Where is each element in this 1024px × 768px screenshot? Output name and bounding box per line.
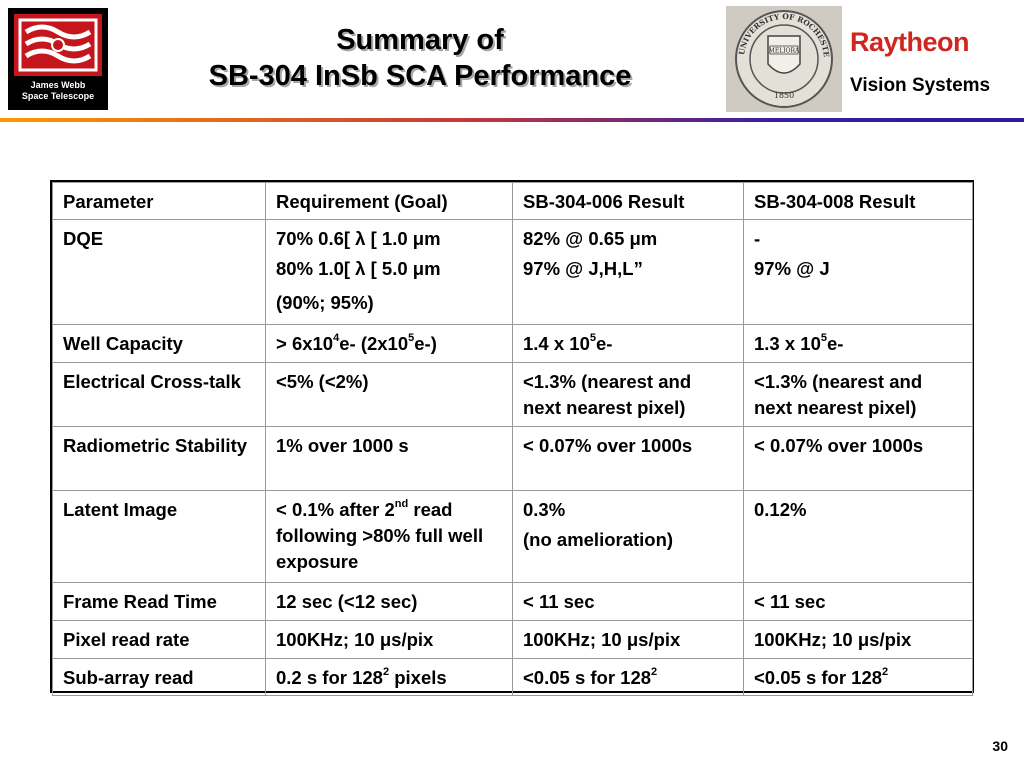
page-number: 30 — [992, 738, 1008, 754]
cell-result-006: 100KHz; 10 μs/pix — [512, 620, 744, 659]
company-logo: Raytheon — [850, 27, 970, 57]
cell-requirement: > 6x104e- (2x105e-) — [265, 324, 513, 363]
cell-line: 97% @ J — [754, 258, 830, 279]
table-row: Latent Image < 0.1% after 2nd read follo… — [52, 490, 973, 583]
cell-exponent: 2 — [651, 665, 658, 678]
cell-text: e- — [827, 333, 844, 354]
cell-exponent: 2 — [382, 665, 390, 678]
cell-result-008: 1.3 x 105e- — [743, 324, 973, 363]
cell-text: 1.4 x 10 — [523, 333, 590, 354]
page-title: Summary of SB-304 InSb SCA Performance — [150, 22, 690, 94]
cell-line: (no amelioration) — [523, 529, 674, 550]
header-sb304-008: SB-304-008 Result — [743, 182, 973, 220]
cell-requirement: 0.2 s for 1282 pixels — [265, 658, 513, 696]
table-row: Radiometric Stability 1% over 1000 s < 0… — [52, 426, 973, 491]
cell-line: 82% @ 0.65 μm — [523, 228, 658, 249]
cell-requirement: <5% (<2%) — [265, 362, 513, 427]
seal-motto: MELIORA — [769, 48, 800, 55]
table-header-row: Parameter Requirement (Goal) SB-304-006 … — [52, 182, 973, 220]
cell-superscript: nd — [394, 497, 409, 510]
cell-parameter: Frame Read Time — [52, 582, 266, 621]
cell-parameter: Well Capacity — [52, 324, 266, 363]
university-seal: UNIVERSITY OF ROCHESTER MELIORA 1850 — [726, 6, 842, 112]
cell-text: <0.05 s for 128 — [754, 667, 883, 688]
cell-line: (90%; 95%) — [276, 292, 374, 313]
cell-result-006: 1.4 x 105e- — [512, 324, 744, 363]
cell-requirement: 100KHz; 10 μs/pix — [265, 620, 513, 659]
title-line2: SB-304 InSb SCA Performance — [208, 60, 632, 92]
cell-exponent: 5 — [589, 331, 596, 344]
cell-requirement: < 0.1% after 2nd read following >80% ful… — [265, 490, 513, 583]
performance-table: Parameter Requirement (Goal) SB-304-006 … — [50, 180, 974, 696]
title-line1: Summary of — [336, 24, 504, 56]
cell-line: 80% 1.0[ λ [ 5.0 μm — [276, 258, 441, 279]
cell-result-008: 100KHz; 10 μs/pix — [743, 620, 973, 659]
table-row: DQE 70% 0.6[ λ [ 1.0 μm 80% 1.0[ λ [ 5.0… — [52, 219, 973, 325]
cell-result-006: <1.3% (nearest and next nearest pixel) — [512, 362, 744, 427]
cell-requirement: 12 sec (<12 sec) — [265, 582, 513, 621]
table-row: Sub-array read 0.2 s for 1282 pixels <0.… — [52, 658, 973, 696]
header-requirement: Requirement (Goal) — [265, 182, 513, 220]
cell-exponent: 5 — [820, 331, 827, 344]
cell-text: <0.05 s for 128 — [523, 667, 652, 688]
cell-parameter: DQE — [52, 219, 266, 325]
cell-result-006: <0.05 s for 1282 — [512, 658, 744, 696]
table-row: Electrical Cross-talk <5% (<2%) <1.3% (n… — [52, 362, 973, 427]
cell-result-006: 0.3% (no amelioration) — [512, 490, 744, 583]
cell-requirement: 1% over 1000 s — [265, 426, 513, 491]
cell-result-006: < 0.07% over 1000s — [512, 426, 744, 491]
cell-parameter: Sub-array read — [52, 658, 266, 696]
header-divider — [0, 118, 1024, 122]
jwst-emblem-icon — [14, 14, 102, 76]
cell-parameter: Electrical Cross-talk — [52, 362, 266, 427]
table-row: Well Capacity > 6x104e- (2x105e-) 1.4 x … — [52, 324, 973, 363]
cell-result-008: - 97% @ J — [743, 219, 973, 325]
cell-requirement: 70% 0.6[ λ [ 1.0 μm 80% 1.0[ λ [ 5.0 μm … — [265, 219, 513, 325]
cell-result-006: 82% @ 0.65 μm 97% @ J,H,L” — [512, 219, 744, 325]
cell-text: pixels — [389, 667, 447, 688]
cell-exponent: 4 — [333, 331, 340, 344]
cell-text: < 0.1% after 2 — [276, 499, 395, 520]
cell-result-006: < 11 sec — [512, 582, 744, 621]
cell-result-008: 0.12% — [743, 490, 973, 583]
cell-result-008: <1.3% (nearest and next nearest pixel) — [743, 362, 973, 427]
header-parameter: Parameter — [52, 182, 266, 220]
cell-text: > 6x10 — [276, 333, 334, 354]
cell-result-008: <0.05 s for 1282 — [743, 658, 973, 696]
cell-result-008: < 0.07% over 1000s — [743, 426, 973, 491]
cell-text: read following >80% full well exposure — [276, 499, 484, 572]
cell-parameter: Pixel read rate — [52, 620, 266, 659]
cell-result-008: < 11 sec — [743, 582, 973, 621]
cell-parameter: Radiometric Stability — [52, 426, 266, 491]
cell-text: e-) — [414, 333, 437, 354]
cell-line: - — [754, 228, 761, 249]
jwst-logo: James Webb Space Telescope — [8, 8, 108, 110]
jwst-caption-line2: Space Telescope — [21, 91, 95, 101]
cell-exponent: 5 — [408, 331, 415, 344]
cell-exponent: 2 — [882, 665, 889, 678]
cell-text: 0.2 s for 128 — [276, 667, 383, 688]
header-sb304-006: SB-304-006 Result — [512, 182, 744, 220]
division-name: Vision Systems — [850, 75, 991, 96]
seal-emblem-icon: UNIVERSITY OF ROCHESTER MELIORA 1850 — [726, 6, 833, 108]
cell-line: 70% 0.6[ λ [ 1.0 μm — [276, 228, 441, 249]
cell-line: 0.3% — [523, 499, 566, 520]
cell-text: 1.3 x 10 — [754, 333, 821, 354]
cell-text: e- — [596, 333, 613, 354]
seal-year: 1850 — [774, 91, 794, 100]
cell-parameter: Latent Image — [52, 490, 266, 583]
jwst-caption-line1: James Webb — [30, 80, 86, 90]
table-row: Frame Read Time 12 sec (<12 sec) < 11 se… — [52, 582, 973, 621]
cell-text: e- (2x10 — [339, 333, 409, 354]
cell-line: 97% @ J,H,L” — [523, 258, 643, 279]
table-row: Pixel read rate 100KHz; 10 μs/pix 100KHz… — [52, 620, 973, 659]
